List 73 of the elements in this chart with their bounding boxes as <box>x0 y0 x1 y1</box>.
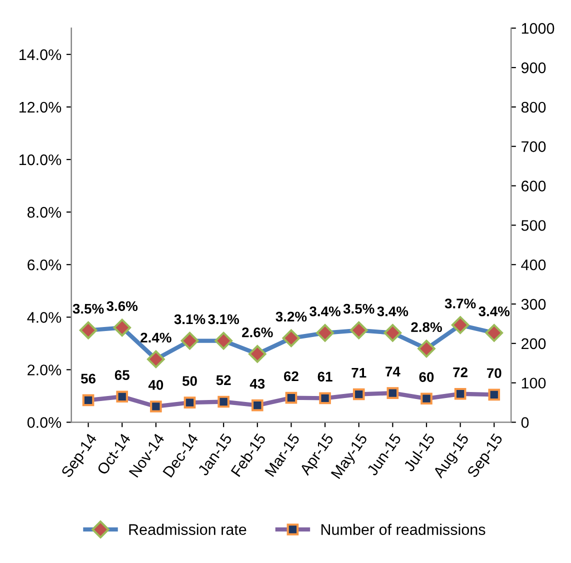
y-tick-label: 8.0% <box>27 206 62 218</box>
y-tick-label: 6.0% <box>28 259 62 270</box>
point <box>248 345 266 363</box>
y-tick-label: 10.0% <box>20 154 62 166</box>
point <box>214 332 232 350</box>
data-label: 2.6% <box>242 327 273 338</box>
point <box>180 332 199 350</box>
data-label: 40 <box>148 380 164 390</box>
y-tick-label: 12.0% <box>20 102 62 113</box>
data-label: 43 <box>250 378 265 389</box>
y-tick-label: 2.0% <box>28 364 62 376</box>
point <box>150 400 162 412</box>
y2-tick-label: 700 <box>522 141 546 152</box>
y2-tick-label: 500 <box>521 220 546 231</box>
point <box>184 396 196 408</box>
data-label: 3.1% <box>208 314 240 324</box>
point <box>82 394 94 406</box>
point <box>418 340 436 358</box>
data-label: 2.8% <box>411 322 442 332</box>
y-tick-label: 4.0% <box>27 312 62 323</box>
legend-label: Number of readmissions <box>321 524 486 535</box>
data-label: 3.4% <box>478 306 510 316</box>
point <box>316 324 334 342</box>
data-label: 3.7% <box>444 298 476 308</box>
data-label: 74 <box>386 366 400 376</box>
data-label: 50 <box>182 376 197 386</box>
data-label: 3.6% <box>106 301 138 312</box>
point <box>113 318 132 337</box>
point <box>454 388 466 400</box>
point <box>488 388 500 401</box>
data-label: 56 <box>80 374 96 384</box>
data-label: 2.4% <box>140 332 172 343</box>
y2-tick-label: 400 <box>521 259 546 270</box>
data-label: 70 <box>487 368 502 378</box>
point <box>352 388 365 400</box>
point <box>386 387 399 399</box>
legend-label: Readmission rate <box>129 524 246 535</box>
data-label: 62 <box>284 371 298 382</box>
y2-tick-label: 300 <box>521 298 546 310</box>
data-label: 3.2% <box>276 312 307 322</box>
y2-tick-label: 600 <box>522 180 546 192</box>
point <box>420 392 432 405</box>
data-label: 61 <box>318 372 332 382</box>
y-tick-label: 0.0% <box>27 417 62 428</box>
point <box>319 392 331 404</box>
point <box>218 396 230 408</box>
point <box>485 324 504 342</box>
point <box>451 316 470 334</box>
data-label: 3.5% <box>343 304 374 314</box>
point <box>251 399 264 412</box>
y2-tick-label: 100 <box>522 378 546 389</box>
point <box>350 321 368 340</box>
data-label: 65 <box>114 370 130 380</box>
data-label: 3.1% <box>174 314 206 324</box>
data-label: 71 <box>352 368 366 378</box>
point <box>79 321 98 340</box>
data-label: 3.4% <box>310 306 340 316</box>
y-tick-label: 14.0% <box>20 49 62 60</box>
data-label: 72 <box>453 367 468 378</box>
data-label: 60 <box>419 372 434 382</box>
y2-tick-label: 0 <box>521 417 529 428</box>
y2-tick-label: 1000 <box>522 23 554 34</box>
point <box>116 390 128 403</box>
y2-tick-label: 900 <box>521 62 546 74</box>
point <box>384 324 402 342</box>
data-label: 52 <box>216 375 231 386</box>
data-label: 3.4% <box>377 306 408 316</box>
y2-tick-label: 800 <box>521 102 546 113</box>
point <box>285 392 298 404</box>
y2-tick-label: 200 <box>522 338 546 350</box>
point <box>147 350 165 368</box>
point <box>282 329 300 348</box>
data-label: 3.5% <box>72 304 104 314</box>
